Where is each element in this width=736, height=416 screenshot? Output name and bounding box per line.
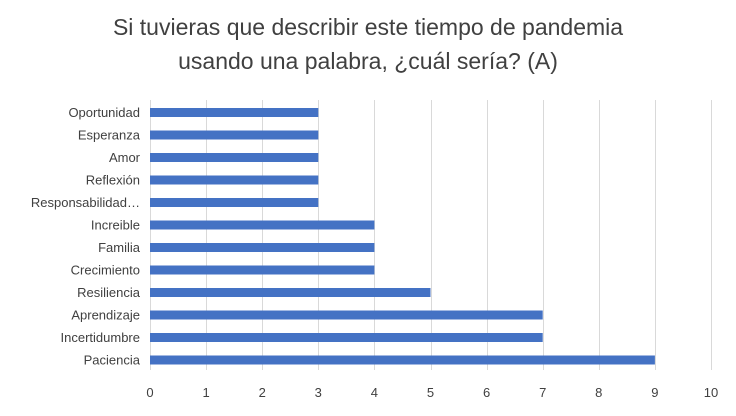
bar-4 [150,198,319,207]
x-tick-label-7: 7 [539,385,546,400]
category-label-4: Responsabilidad… [31,195,140,210]
category-label-8: Resiliencia [77,285,141,300]
category-label-5: Increible [91,218,140,233]
category-label-7: Crecimiento [71,263,140,278]
category-labels: Oportunidad Esperanza Amor Reflexión Respons… [31,105,141,368]
bar-8 [150,288,431,297]
x-tick-label-8: 8 [595,385,602,400]
x-tick-label-0: 0 [146,385,153,400]
bar-0 [150,108,319,117]
category-label-2: Amor [109,150,141,165]
bar-5 [150,220,375,230]
gridlines [150,100,712,370]
category-label-11: Paciencia [84,353,141,368]
bar-7 [150,265,375,275]
x-tick-label-10: 10 [704,385,718,400]
bar-9 [150,310,543,320]
x-tick-label-2: 2 [259,385,266,400]
bar-10 [150,333,543,342]
bar-6 [150,243,375,252]
chart-title-line-2: usando una palabra, ¿cuál sería? (A) [178,48,558,74]
bar-11 [150,355,655,365]
x-tick-label-1: 1 [202,385,209,400]
x-tick-label-3: 3 [315,385,322,400]
bar-1 [150,130,319,140]
category-label-9: Aprendizaje [71,308,140,323]
x-tick-label-5: 5 [427,385,434,400]
bar-2 [150,153,319,162]
category-label-10: Incertidumbre [61,330,140,345]
x-axis-tick-labels: 0 1 2 3 4 5 6 7 8 9 10 [146,385,718,400]
bars [150,108,655,365]
category-label-1: Esperanza [78,128,141,143]
x-tick-label-6: 6 [483,385,490,400]
bar-3 [150,175,319,185]
chart-title-line-1: Si tuvieras que describir este tiempo de… [112,14,624,40]
x-tick-label-9: 9 [651,385,658,400]
category-label-3: Reflexión [86,173,140,188]
category-label-0: Oportunidad [68,105,140,120]
category-label-6: Familia [98,240,141,255]
x-tick-label-4: 4 [371,385,378,400]
